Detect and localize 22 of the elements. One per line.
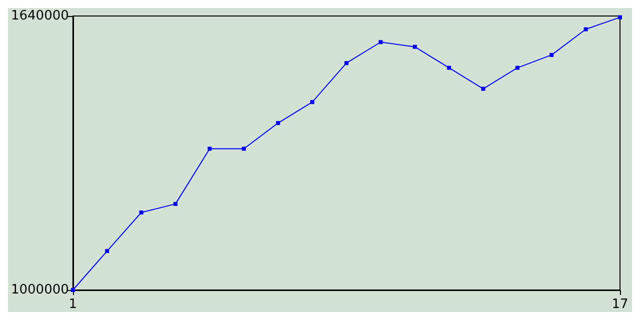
point xyxy=(173,202,178,206)
point xyxy=(618,15,622,20)
point xyxy=(276,121,280,126)
point xyxy=(208,146,212,151)
y-tick-label: 1000000 xyxy=(10,282,69,298)
point xyxy=(242,146,246,151)
point xyxy=(412,44,417,49)
point xyxy=(481,86,486,91)
y-tick-label: 1640000 xyxy=(10,8,69,24)
point xyxy=(584,27,588,32)
point xyxy=(70,288,75,292)
point xyxy=(344,61,348,66)
point xyxy=(447,66,452,70)
point xyxy=(310,100,314,104)
point xyxy=(378,40,383,44)
x-tick-label: 1 xyxy=(68,297,78,312)
point xyxy=(139,210,144,215)
point xyxy=(105,249,110,254)
line-series xyxy=(70,15,622,292)
point xyxy=(550,52,554,57)
point xyxy=(515,66,520,70)
x-tick-label: 17 xyxy=(612,297,628,312)
